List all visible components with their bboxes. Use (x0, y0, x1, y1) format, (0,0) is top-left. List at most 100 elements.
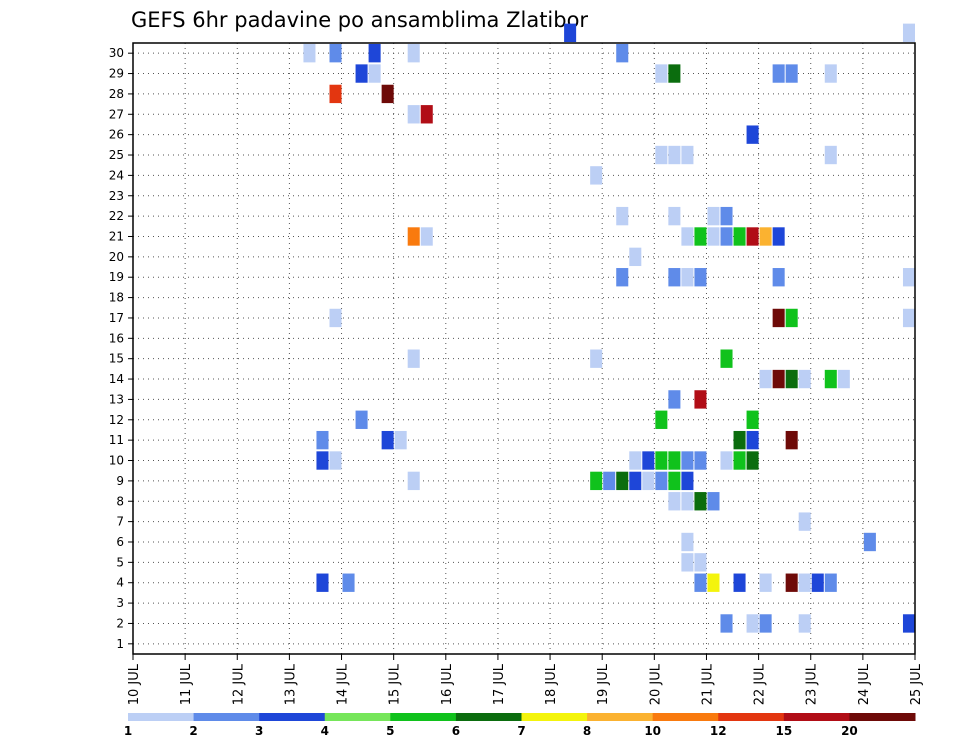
heatmap-cell (655, 471, 668, 491)
heatmap-cell (407, 349, 420, 368)
heatmap-cell (785, 573, 798, 592)
heatmap-cell (772, 369, 785, 389)
heatmap-cell (772, 64, 785, 83)
heatmap-cell (407, 44, 420, 63)
y-tick-label: 12 (109, 413, 124, 427)
colorbar-swatch (587, 713, 654, 721)
heatmap-cell (316, 573, 329, 592)
x-tick-label: 14 JUL (336, 663, 351, 705)
heatmap-cell (798, 614, 811, 633)
heatmap-cell (668, 471, 681, 491)
colorbar-label: 12 (710, 724, 727, 738)
heatmap-cell (759, 369, 772, 389)
heatmap-cell (655, 64, 668, 83)
heatmap-cell (629, 471, 642, 491)
heatmap-cell (694, 227, 707, 246)
y-tick-label: 29 (109, 67, 124, 81)
heatmap-cell (355, 410, 368, 429)
colorbar-swatch (718, 713, 785, 721)
x-tick-label: 11 JUL (179, 663, 194, 705)
y-tick-label: 14 (109, 372, 124, 386)
heatmap-cell (902, 308, 915, 328)
colorbar-swatch (259, 713, 326, 721)
x-tick-label: 25 JUL (909, 663, 924, 705)
heatmap-cells (303, 23, 915, 633)
colorbar-swatch (128, 713, 195, 721)
y-tick-label: 20 (109, 250, 124, 264)
heatmap-cell (681, 268, 694, 287)
x-tick-label: 16 JUL (440, 663, 455, 705)
y-tick-label: 23 (109, 189, 124, 203)
heatmap-cell (824, 573, 837, 592)
heatmap-cell (811, 573, 824, 592)
x-tick-label: 15 JUL (388, 663, 403, 705)
heatmap-cell (355, 64, 368, 83)
heatmap-cell (707, 492, 720, 511)
heatmap-cell (329, 44, 342, 63)
heatmap-cell (681, 532, 694, 552)
x-tick-label: 24 JUL (857, 663, 872, 705)
heatmap-cell (616, 44, 629, 63)
colorbar-label: 5 (386, 724, 394, 738)
heatmap-cell (407, 105, 420, 124)
heatmap-cell (785, 430, 798, 450)
heatmap-cell (681, 471, 694, 491)
heatmap-cell (694, 553, 707, 572)
heatmap-cell (759, 227, 772, 246)
y-axis-labels: 1234567891011121314151617181920212223242… (109, 46, 133, 651)
grid (133, 43, 915, 654)
heatmap-cell (785, 64, 798, 83)
heatmap-cell (681, 145, 694, 165)
y-tick-label: 6 (116, 535, 124, 549)
heatmap-cell (303, 44, 316, 63)
heatmap-cell (655, 410, 668, 429)
heatmap-cell (681, 227, 694, 246)
y-tick-label: 24 (109, 168, 124, 182)
y-tick-label: 8 (116, 494, 124, 508)
heatmap-cell (316, 430, 329, 450)
y-tick-label: 16 (109, 331, 124, 345)
heatmap-cell (824, 64, 837, 83)
y-tick-label: 3 (116, 596, 124, 610)
x-tick-label: 12 JUL (231, 663, 246, 705)
heatmap-cell (342, 573, 355, 592)
heatmap-cell (590, 166, 603, 185)
heatmap-cell (720, 614, 733, 633)
heatmap-cell (616, 268, 629, 287)
colorbar-swatch (521, 713, 588, 721)
heatmap-cell (616, 206, 629, 226)
y-tick-label: 21 (109, 229, 124, 243)
y-tick-label: 4 (116, 576, 124, 590)
heatmap-cell (329, 451, 342, 470)
colorbar-swatch (783, 713, 850, 721)
heatmap-cell (407, 227, 420, 246)
y-tick-label: 28 (109, 87, 124, 101)
colorbar-label: 20 (841, 724, 858, 738)
x-tick-label: 18 JUL (544, 663, 559, 705)
heatmap-cell (329, 308, 342, 328)
heatmap-cell (681, 451, 694, 470)
y-tick-label: 13 (109, 392, 124, 406)
colorbar-swatch (390, 713, 457, 721)
x-tick-label: 13 JUL (283, 663, 298, 705)
y-tick-label: 10 (109, 454, 124, 468)
heatmap-cell (681, 553, 694, 572)
x-tick-label: 22 JUL (753, 663, 768, 705)
heatmap-cell (394, 430, 407, 450)
heatmap-cell (772, 308, 785, 328)
y-tick-label: 17 (109, 311, 124, 325)
heatmap-cell (837, 369, 850, 389)
heatmap-cell (629, 451, 642, 470)
heatmap-cell (681, 492, 694, 511)
y-tick-label: 19 (109, 270, 124, 284)
heatmap-cell (316, 451, 329, 470)
y-tick-label: 15 (109, 352, 124, 366)
colorbar-label: 8 (583, 724, 591, 738)
heatmap-cell (746, 451, 759, 470)
y-tick-label: 11 (109, 433, 124, 447)
heatmap-cell (720, 451, 733, 470)
heatmap-cell (655, 451, 668, 470)
heatmap-cell (720, 349, 733, 368)
x-tick-label: 23 JUL (805, 663, 820, 705)
